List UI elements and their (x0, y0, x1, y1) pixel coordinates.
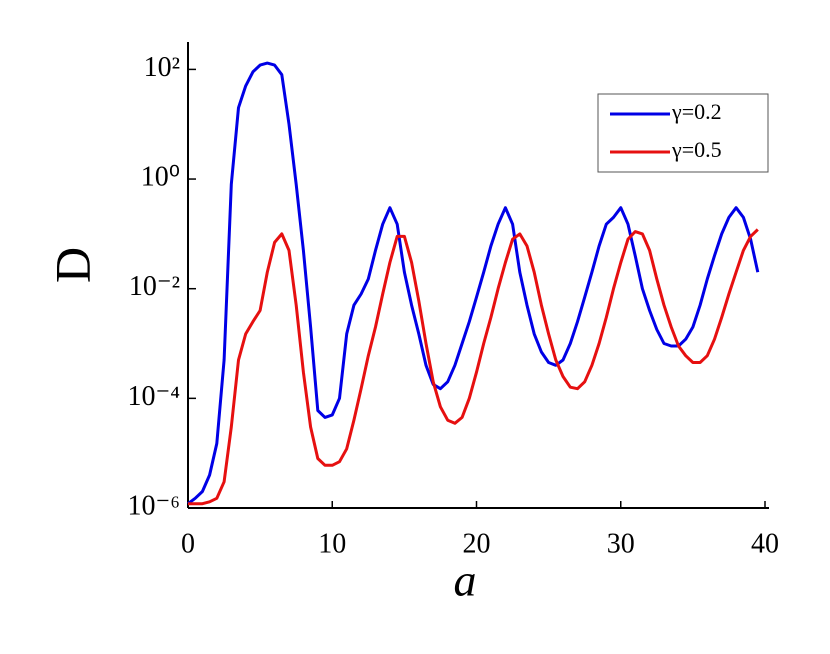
x-tick-label: 30 (607, 528, 635, 559)
y-tick-label: 10² (144, 52, 180, 83)
y-tick-label: 10⁻⁴ (127, 381, 180, 412)
legend-label: γ=0.2 (671, 99, 722, 124)
legend-box (597, 93, 769, 173)
data-line (188, 228, 759, 506)
x-tick-label: 10 (318, 528, 346, 559)
data-line (187, 61, 760, 505)
y-tick-label: 10⁻² (129, 271, 180, 302)
x-tick-label: 40 (751, 528, 779, 559)
x-tick-label: 20 (463, 528, 491, 559)
y-tick-label: 10⁰ (141, 161, 180, 192)
x-axis-label: a (454, 555, 477, 606)
legend: γ=0.2 γ=0.5 (597, 93, 769, 173)
y-tick-label: 10⁻⁶ (127, 490, 180, 521)
x-tick-label: 0 (181, 528, 195, 559)
legend-label: γ=0.5 (671, 137, 722, 162)
y-axis-label: D (44, 247, 100, 283)
